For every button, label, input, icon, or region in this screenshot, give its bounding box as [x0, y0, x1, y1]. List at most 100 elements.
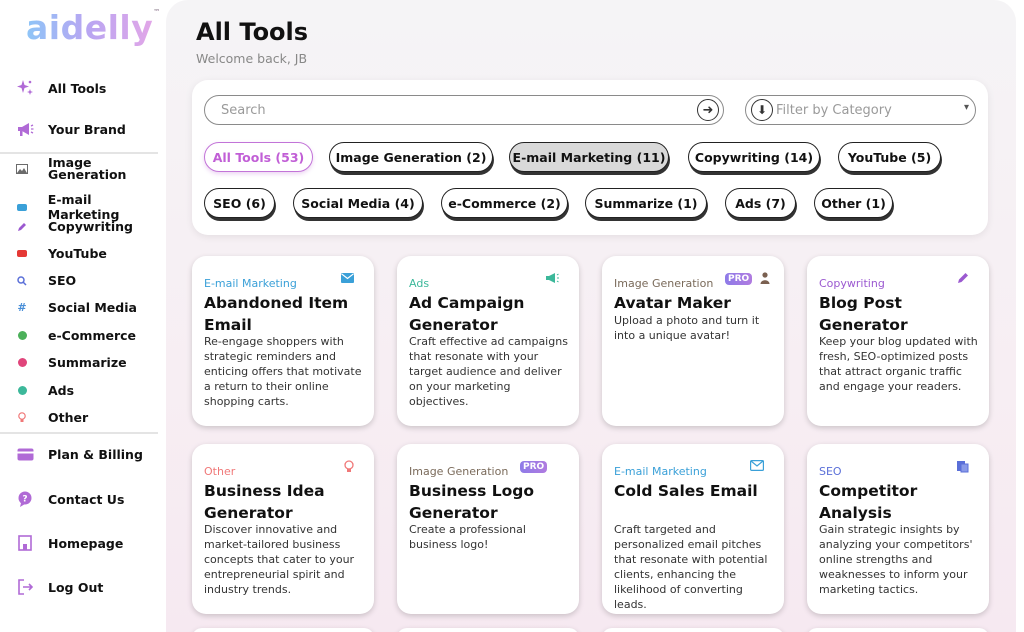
sidebar-item-label: SEO — [48, 273, 77, 288]
sidebar-item-seo[interactable]: SEO — [14, 273, 76, 288]
tool-card-ad-campaign-generator[interactable]: Ads Ad Campaign Generator Craft effectiv… — [397, 256, 579, 426]
arrow-down-circle-icon: ⬇ — [751, 99, 773, 121]
sidebar-divider — [0, 152, 158, 154]
aidelly-logo[interactable]: aidelly™ — [26, 8, 161, 47]
chip-all-tools[interactable]: All Tools (53) — [204, 142, 313, 172]
category-filter-placeholder: Filter by Category — [776, 102, 892, 118]
card-description: Craft effective ad campaigns that resona… — [409, 335, 568, 408]
sidebar-item-label: Homepage — [48, 535, 124, 551]
card-category: E-mail Marketing — [614, 465, 707, 478]
card-category: SEO — [819, 465, 842, 478]
sidebar-item-youtube[interactable]: YouTube — [14, 246, 107, 261]
mail-icon — [341, 272, 354, 286]
hashtag-icon: # — [17, 301, 27, 314]
seo-icon — [956, 460, 969, 476]
card-title: Competitor Analysis — [819, 482, 918, 522]
sidebar-item-label: Social Media — [48, 300, 137, 315]
summarize-icon — [14, 358, 30, 367]
sidebar-item-label: Other — [48, 410, 89, 425]
pen-icon — [14, 222, 30, 232]
help-icon: ? — [14, 491, 36, 507]
card-title: Cold Sales Email — [614, 482, 758, 500]
card-icon — [14, 448, 36, 461]
tool-card-avatar-maker[interactable]: Image Generation PRO Avatar Maker Upload… — [602, 256, 784, 426]
bulb-icon — [344, 460, 354, 476]
sidebar-item-image-generation[interactable]: Image Generation — [14, 156, 128, 181]
sidebar-item-label: Plan & Billing — [48, 447, 143, 462]
tool-card-partial[interactable] — [192, 628, 374, 632]
card-category: Other — [204, 465, 236, 478]
filter-panel: Search ➜ ⬇ Filter by Category ▾ All Tool… — [192, 80, 988, 235]
sidebar-item-label: Log Out — [48, 579, 104, 595]
sidebar-item-contact-us[interactable]: ? Contact Us — [14, 491, 124, 507]
welcome-subtitle: Welcome back, JB — [196, 51, 308, 66]
sidebar-item-ecommerce[interactable]: e-Commerce — [14, 328, 136, 343]
arrow-right-icon[interactable]: ➜ — [697, 99, 719, 121]
card-category: Image Generation — [409, 465, 509, 478]
chip-summarize[interactable]: Summarize (1) — [585, 188, 707, 218]
card-description: Gain strategic insights by analyzing you… — [819, 523, 973, 596]
sidebar-item-email-marketing[interactable]: E-mail Marketing — [14, 192, 166, 222]
sidebar: aidelly™ All Tools Your Brand Image Gene… — [0, 0, 166, 632]
category-filter-select[interactable]: ⬇ Filter by Category ▾ — [745, 95, 976, 125]
chip-youtube[interactable]: YouTube (5) — [838, 142, 941, 172]
sidebar-item-your-brand[interactable]: Your Brand — [14, 121, 126, 137]
chip-seo[interactable]: SEO (6) — [204, 188, 275, 218]
tool-card-partial[interactable] — [602, 628, 784, 632]
card-category: E-mail Marketing — [204, 277, 297, 290]
tool-card-abandoned-item-email[interactable]: E-mail Marketing Abandoned Item Email Re… — [192, 256, 374, 426]
bulb-icon — [14, 412, 30, 423]
card-category: Copywriting — [819, 277, 885, 290]
chip-ads[interactable]: Ads (7) — [725, 188, 796, 218]
sparkle-icon — [14, 79, 36, 97]
logout-icon — [14, 579, 36, 595]
tool-card-business-idea-generator[interactable]: Other Business Idea Generator Discover i… — [192, 444, 374, 614]
tool-card-blog-post-generator[interactable]: Copywriting Blog Post Generator Keep you… — [807, 256, 989, 426]
search-input[interactable]: Search ➜ — [204, 95, 724, 125]
sidebar-item-label: Your Brand — [48, 121, 126, 137]
sidebar-item-social-media[interactable]: # Social Media — [14, 300, 137, 315]
chevron-down-icon: ▾ — [963, 102, 969, 113]
sidebar-item-all-tools[interactable]: All Tools — [14, 79, 106, 97]
sidebar-item-homepage[interactable]: Homepage — [14, 535, 123, 551]
seo-icon — [14, 275, 30, 286]
search-placeholder: Search — [221, 102, 266, 118]
sidebar-item-label: YouTube — [48, 246, 107, 261]
pro-badge: PRO — [520, 461, 548, 473]
chip-social-media[interactable]: Social Media (4) — [293, 188, 423, 218]
tool-card-competitor-analysis[interactable]: SEO Competitor Analysis Gain strategic i… — [807, 444, 989, 614]
image-icon — [14, 164, 30, 174]
sidebar-item-label: Copywriting — [48, 219, 133, 234]
card-title: Abandoned Item Email — [204, 294, 349, 334]
card-title: Ad Campaign Generator — [409, 294, 525, 334]
sidebar-item-label: E-mail Marketing — [47, 192, 120, 222]
sidebar-item-label: Summarize — [48, 355, 127, 370]
sidebar-item-plan-billing[interactable]: Plan & Billing — [14, 447, 143, 462]
tool-card-cold-sales-email[interactable]: E-mail Marketing Cold Sales Email Craft … — [602, 444, 784, 614]
sidebar-item-label: All Tools — [48, 80, 107, 96]
svg-text:?: ? — [22, 495, 27, 505]
chip-image-generation[interactable]: Image Generation (2) — [329, 142, 493, 172]
card-description: Create a professional business logo! — [409, 523, 526, 551]
sidebar-item-other[interactable]: Other — [14, 410, 88, 425]
megaphone-icon — [545, 272, 559, 287]
sidebar-item-summarize[interactable]: Summarize — [14, 355, 127, 370]
sidebar-item-copywriting[interactable]: Copywriting — [14, 219, 133, 234]
card-category: Ads — [409, 277, 430, 290]
sidebar-item-label: Ads — [48, 383, 75, 398]
pen-icon — [957, 272, 969, 287]
card-description: Craft targeted and personalized email pi… — [614, 523, 768, 611]
tool-card-partial[interactable] — [807, 628, 989, 632]
sidebar-item-log-out[interactable]: Log Out — [14, 579, 103, 595]
chip-email-marketing[interactable]: E-mail Marketing (11) — [509, 142, 669, 172]
card-description: Re-engage shoppers with strategic remind… — [204, 335, 362, 408]
pro-badge: PRO — [725, 273, 753, 285]
megaphone-icon — [14, 121, 36, 137]
tool-card-business-logo-generator[interactable]: Image Generation PRO Business Logo Gener… — [397, 444, 579, 614]
globe-icon — [14, 331, 30, 340]
chip-other[interactable]: Other (1) — [814, 188, 893, 218]
sidebar-item-ads[interactable]: Ads — [14, 383, 74, 398]
chip-copywriting[interactable]: Copywriting (14) — [688, 142, 820, 172]
tool-card-partial[interactable] — [397, 628, 579, 632]
chip-ecommerce[interactable]: e-Commerce (2) — [441, 188, 568, 218]
